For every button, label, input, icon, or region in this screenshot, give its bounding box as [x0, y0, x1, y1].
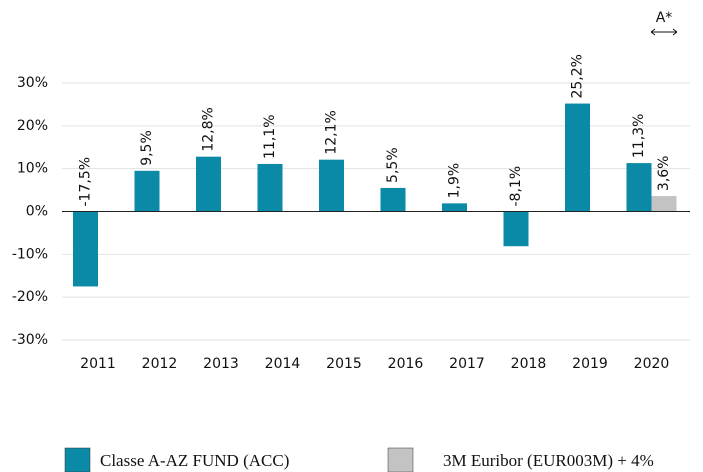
bar — [134, 170, 160, 212]
y-tick-label: -10% — [12, 246, 48, 262]
x-tick-label: 2015 — [326, 356, 362, 372]
y-tick-label: -30% — [12, 332, 48, 348]
legend-label: 3M Euribor (EUR003M) + 4% — [443, 451, 654, 470]
x-tick-label: 2016 — [388, 356, 424, 372]
value-label: -17,5% — [78, 157, 94, 207]
bar — [380, 187, 406, 212]
value-label: 11,3% — [631, 114, 647, 158]
bar — [503, 211, 529, 247]
x-tick-label: 2014 — [265, 356, 301, 372]
value-label: 25,2% — [570, 54, 586, 98]
value-label: 3,6% — [656, 156, 672, 192]
value-label: 1,9% — [447, 163, 463, 199]
bar — [442, 203, 467, 212]
y-tick-label: 30% — [17, 75, 48, 91]
bar — [319, 159, 344, 212]
bar — [565, 103, 590, 212]
bar — [651, 196, 677, 212]
x-tick-label: 2017 — [449, 356, 485, 372]
bar — [257, 163, 283, 212]
bar — [73, 211, 98, 287]
value-label: -8,1% — [508, 166, 524, 207]
value-label: 12,1% — [324, 110, 340, 154]
x-tick-label: 2012 — [142, 356, 178, 372]
y-tick-label: 0% — [26, 204, 48, 220]
x-tick-label: 2018 — [511, 356, 547, 372]
y-tick-label: 10% — [17, 161, 48, 177]
x-tick-label: 2020 — [634, 356, 670, 372]
bar — [626, 163, 652, 212]
resize-icon — [650, 28, 678, 36]
annotation: A* — [656, 10, 673, 26]
y-tick-label: -20% — [12, 289, 48, 305]
legend-label: Classe A-AZ FUND (ACC) — [100, 451, 289, 470]
value-label: 5,5% — [385, 147, 401, 183]
x-tick-label: 2011 — [80, 356, 116, 372]
x-tick-label: 2013 — [203, 356, 239, 372]
value-label: 11,1% — [262, 114, 278, 158]
legend-swatch — [64, 447, 91, 472]
y-tick-label: 20% — [17, 118, 48, 134]
x-tick-label: 2019 — [572, 356, 608, 372]
value-label: 12,8% — [201, 107, 217, 151]
bar — [196, 156, 221, 212]
legend-swatch — [387, 447, 414, 472]
value-label: 9,5% — [139, 130, 155, 166]
